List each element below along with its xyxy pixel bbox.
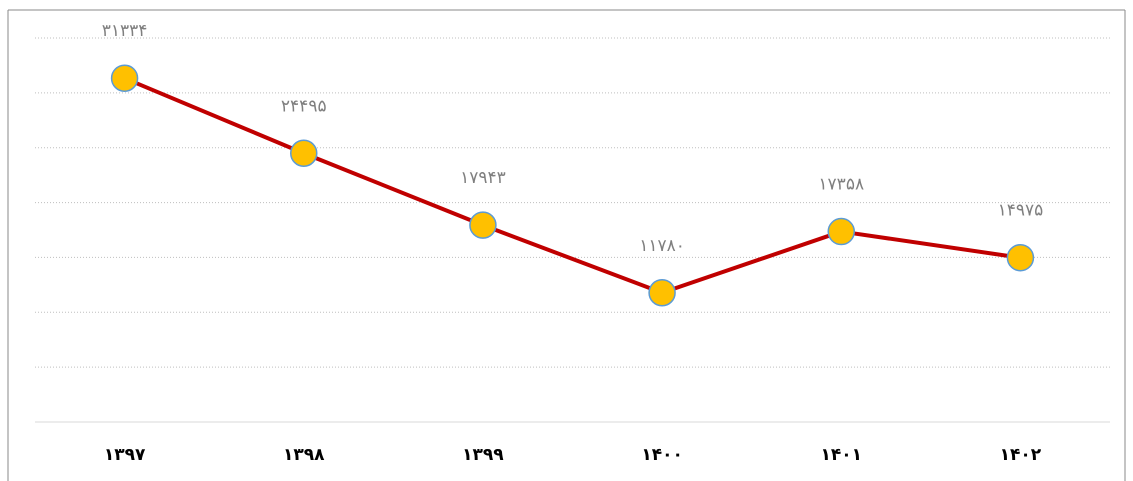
- x-tick-label: ۱۴۰۰: [641, 445, 683, 465]
- point-marker: [827, 217, 855, 246]
- x-tick-label: ۱۳۹۹: [462, 445, 504, 465]
- data-label: ۲۴۴۹۵: [281, 96, 327, 116]
- point-marker: [648, 279, 676, 307]
- data-label: ۱۷۹۴۳: [460, 168, 506, 188]
- data-label: ۱۴۹۷۵: [998, 201, 1044, 221]
- point-marker: [110, 64, 139, 92]
- series-line: [123, 76, 1021, 295]
- point-marker: [290, 139, 318, 168]
- data-label: ۱۷۳۵۸: [818, 175, 864, 195]
- x-tick-label: ۱۳۹۸: [283, 445, 325, 465]
- data-label: ۳۱۳۳۴: [102, 21, 148, 41]
- x-tick-label: ۱۳۹۷: [104, 445, 146, 465]
- point-marker: [1006, 243, 1035, 272]
- x-tick-label: ۱۴۰۲: [1000, 445, 1042, 465]
- point-marker: [469, 211, 497, 239]
- x-tick-label: ۱۴۰۱: [820, 445, 862, 465]
- data-label: ۱۱۷۸۰: [639, 236, 685, 256]
